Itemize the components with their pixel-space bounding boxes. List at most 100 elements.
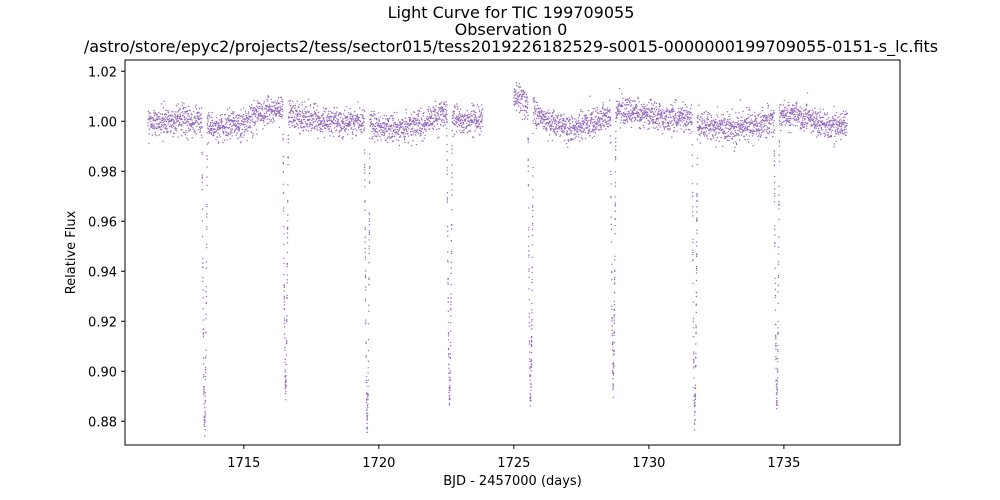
data-point — [323, 125, 325, 127]
data-point — [660, 114, 662, 117]
data-point — [194, 106, 197, 108]
data-point — [790, 111, 792, 114]
data-point — [342, 136, 345, 138]
data-point — [435, 116, 437, 118]
data-point — [730, 127, 732, 129]
data-point — [309, 118, 311, 120]
data-point — [623, 114, 625, 116]
data-point — [591, 128, 594, 130]
data-point — [398, 127, 400, 129]
data-point — [364, 164, 366, 166]
data-point — [769, 115, 771, 118]
data-point — [723, 132, 725, 135]
data-point — [756, 125, 759, 128]
data-point — [602, 108, 604, 110]
data-point — [687, 122, 690, 125]
data-point — [202, 336, 205, 338]
data-point — [263, 112, 266, 115]
data-point — [207, 120, 209, 122]
data-point — [527, 229, 530, 231]
data-point — [528, 254, 530, 256]
data-point — [246, 119, 249, 122]
data-point — [367, 323, 370, 325]
data-point — [447, 251, 449, 253]
data-point — [366, 427, 369, 429]
data-point — [773, 119, 775, 122]
data-point — [527, 101, 529, 103]
data-point — [285, 399, 287, 401]
data-point — [536, 117, 538, 120]
data-point — [546, 128, 548, 130]
data-point — [525, 110, 527, 112]
data-point — [614, 204, 616, 206]
data-point — [601, 123, 604, 125]
data-point — [819, 114, 821, 117]
data-point — [415, 129, 417, 131]
data-point — [174, 111, 176, 113]
data-point — [442, 121, 444, 123]
data-point — [323, 117, 325, 119]
data-point — [206, 206, 208, 208]
data-point — [816, 125, 818, 127]
data-point — [573, 128, 575, 130]
data-point — [761, 131, 763, 134]
data-point — [364, 200, 366, 202]
data-point — [692, 249, 694, 251]
data-point — [440, 124, 442, 126]
data-point — [286, 294, 288, 297]
data-point — [478, 111, 481, 113]
data-point — [313, 113, 315, 115]
data-point — [803, 126, 805, 128]
data-point — [519, 102, 521, 104]
data-point — [448, 353, 450, 355]
data-point — [424, 121, 426, 124]
data-point — [324, 136, 326, 139]
data-point — [244, 110, 247, 112]
data-point — [696, 157, 698, 159]
data-point — [614, 157, 617, 159]
data-point — [817, 111, 820, 114]
data-point — [605, 115, 608, 117]
data-point — [670, 111, 672, 113]
data-point — [171, 127, 173, 129]
data-point — [221, 113, 223, 116]
data-point — [361, 124, 364, 126]
data-point — [479, 127, 482, 129]
data-point — [369, 122, 372, 124]
data-point — [439, 107, 441, 109]
data-point — [623, 123, 625, 125]
data-point — [686, 106, 688, 108]
data-point — [310, 129, 312, 132]
data-point — [531, 281, 533, 284]
data-point — [712, 119, 715, 121]
data-point — [207, 118, 209, 120]
data-point — [381, 122, 384, 125]
data-point — [530, 386, 532, 388]
data-point — [830, 135, 833, 138]
data-point — [571, 116, 573, 119]
data-point — [568, 133, 571, 135]
data-point — [652, 127, 655, 129]
data-point — [315, 118, 318, 120]
data-point — [582, 131, 585, 133]
data-point — [549, 120, 551, 123]
data-point — [612, 388, 614, 391]
data-point — [614, 225, 616, 227]
data-point — [187, 114, 189, 116]
data-point — [521, 98, 523, 100]
data-point — [390, 124, 393, 126]
data-point — [354, 111, 356, 113]
data-point — [755, 133, 757, 135]
data-point — [423, 124, 425, 126]
data-point — [174, 122, 176, 125]
data-point — [301, 122, 303, 125]
data-point — [524, 106, 527, 108]
data-point — [823, 116, 825, 119]
data-point — [215, 138, 217, 141]
data-point — [189, 109, 191, 112]
data-point — [661, 111, 663, 113]
data-point — [671, 104, 673, 107]
data-point — [692, 336, 695, 338]
data-point — [258, 115, 261, 117]
data-point — [151, 126, 153, 128]
